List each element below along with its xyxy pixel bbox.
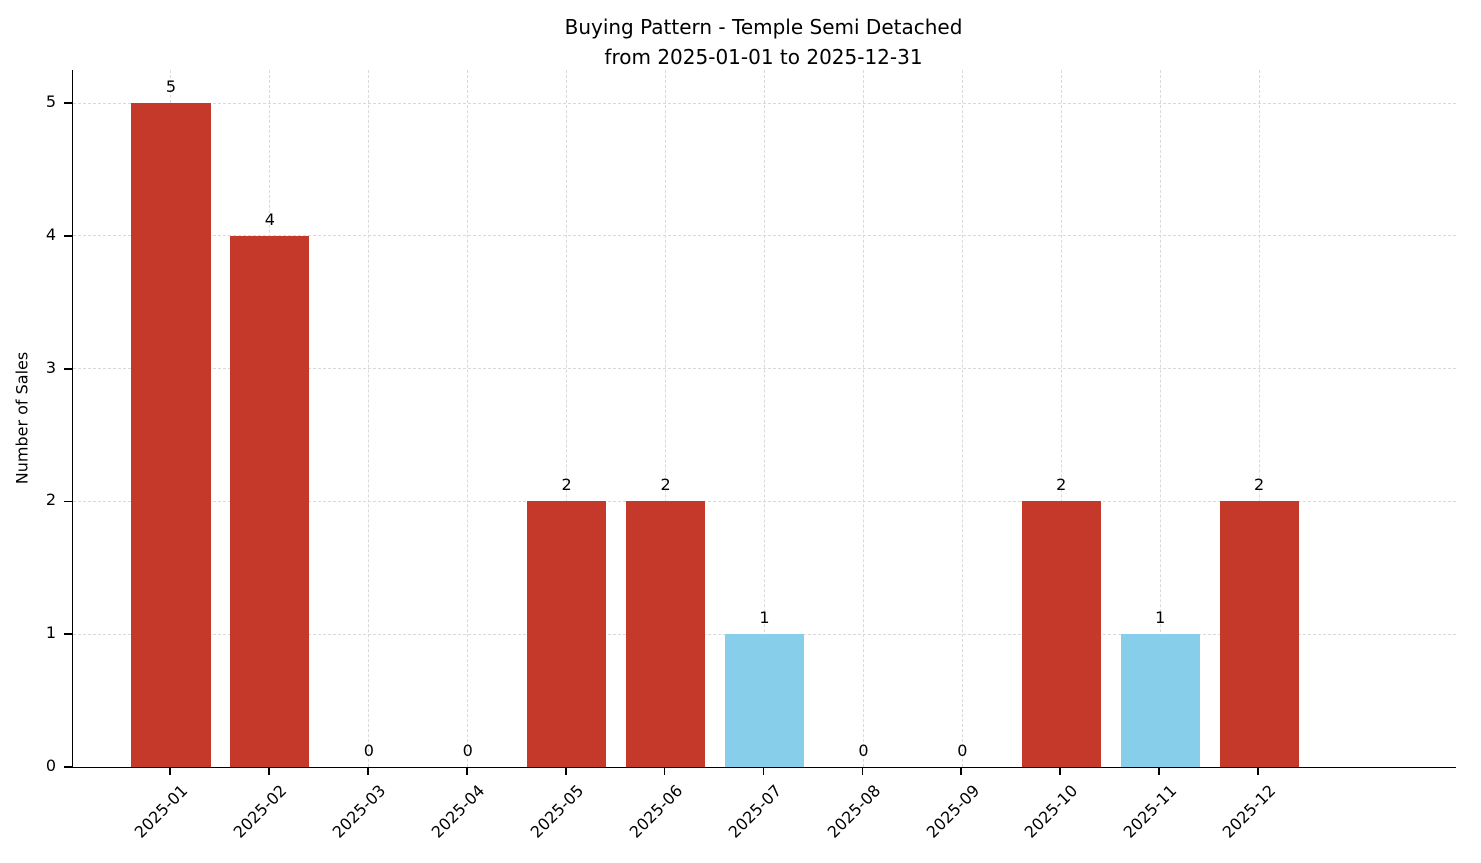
chart-subtitle: from 2025-01-01 to 2025-12-31 [604,45,923,69]
gridline-vertical [1258,70,1260,767]
gridline-vertical [1060,70,1062,767]
x-tick-label: 2025-01 [130,781,192,842]
y-tick-label: 3 [45,357,56,377]
bar-value-label: 2 [660,475,671,495]
x-tick-mark [1059,767,1062,775]
gridline-vertical [467,70,469,767]
x-tick-label: 2025-04 [427,781,489,842]
bar-value-label: 1 [759,608,770,628]
bar [527,501,607,767]
bar-value-label: 0 [957,741,968,760]
x-tick-label: 2025-03 [328,781,390,842]
bar-value-label: 0 [858,741,869,760]
x-tick-label: 2025-11 [1119,781,1181,842]
x-tick-label: 2025-05 [526,781,588,842]
x-tick-mark [960,767,963,775]
y-tick-mark [64,102,72,105]
chart-title-block: Buying Pattern - Temple Semi Detached fr… [72,12,1455,72]
gridline-vertical [862,70,864,767]
bar [724,634,805,767]
x-tick-mark [762,767,765,775]
x-tick-label: 2025-09 [922,781,983,842]
bar [1021,501,1101,767]
bar-value-label: 4 [264,209,275,229]
bar-value-label: 1 [1155,608,1166,628]
x-tick-mark [366,767,369,775]
x-tick-mark [861,767,864,775]
bar [626,501,706,767]
plot-area: 5 4 0 0 2 2 1 0 0 2 1 2 [72,70,1456,768]
x-tick-mark [1257,767,1260,775]
bar-value-label: 0 [462,741,473,760]
y-tick-mark [64,235,72,237]
x-tick-label: 2025-06 [625,781,687,842]
x-tick-mark [267,767,270,775]
x-tick-label: 2025-10 [1021,781,1082,842]
y-tick-label: 5 [45,92,56,112]
x-tick-label: 2025-07 [724,781,785,842]
bar-value-label: 5 [165,77,177,97]
bar [1219,501,1299,767]
y-tick-label: 0 [45,756,56,775]
bar [131,103,211,767]
chart-title: Buying Pattern - Temple Semi Detached [564,15,963,39]
x-tick-mark [1158,767,1161,775]
bar-value-label: 0 [363,741,374,760]
y-tick-mark [64,367,72,370]
y-tick-label: 1 [45,623,56,643]
x-tick-label: 2025-12 [1218,781,1280,842]
bar [230,235,310,767]
gridline-vertical [1159,70,1161,767]
x-tick-mark [564,767,567,775]
bar-value-label: 2 [1056,475,1067,495]
y-tick-mark [64,500,72,503]
gridline-vertical [566,70,568,767]
bar [1120,634,1200,767]
bar-value-label: 2 [561,475,572,495]
x-tick-mark [169,767,171,775]
gridline-vertical [664,70,666,767]
y-tick-label: 4 [45,224,56,244]
x-tick-mark [663,767,666,775]
y-tick-label: 2 [45,490,56,510]
x-tick-label: 2025-02 [229,781,291,842]
y-tick-mark [64,766,72,768]
x-tick-mark [465,767,468,775]
y-tick-mark [64,633,72,636]
bar-value-label: 2 [1254,475,1265,495]
x-tick-label: 2025-08 [823,781,884,842]
gridline-vertical [763,70,765,767]
gridline-vertical [368,70,370,767]
gridline-vertical [961,70,963,767]
